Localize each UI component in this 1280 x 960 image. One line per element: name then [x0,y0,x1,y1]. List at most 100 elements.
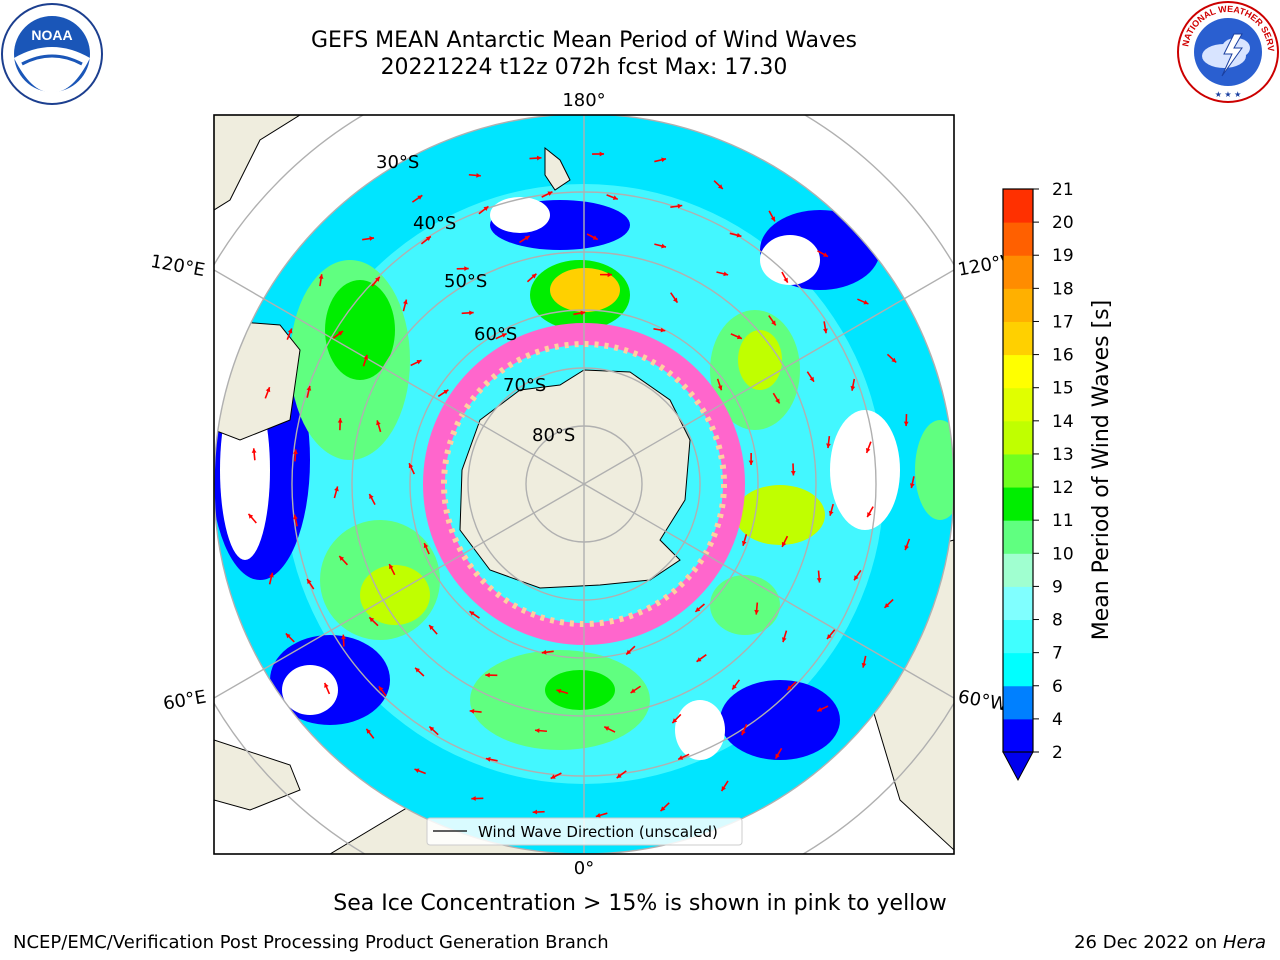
wind-wave-arrow [694,603,705,613]
wind-wave-arrow [371,276,381,287]
date-prefix: 26 Dec 2022 on [1074,932,1223,953]
lat-label-60s: 60°S [474,324,517,345]
colorbar-segment [1003,520,1033,554]
colorbar-segment [1003,387,1033,422]
colorbar-segment [1003,321,1033,356]
colorbar-segment [1003,487,1033,521]
wind-wave-arrow [677,753,690,761]
wind-wave-arrow [485,672,498,678]
wind-wave-arrow [378,685,387,697]
colorbar-tick-label: 21 [1052,180,1074,200]
noaa-logo: NOAA [1,3,103,105]
wind-wave-arrow [659,802,670,812]
wind-wave-arrow [786,681,797,691]
wind-wave-arrow [306,385,312,398]
colorbar-tick-label: 6 [1052,677,1063,697]
wind-wave-arrow [731,679,741,690]
wind-wave-arrow [828,503,834,516]
wind-wave-arrow [603,726,616,733]
wind-wave-arrow [826,436,831,449]
wind-wave-arrow [772,392,781,404]
colorbar: 2 4 6 7 8 9 10 11 12 13 14 15 16 17 18 19 20 21 Mean Peri… [1002,180,1114,782]
colorbar-tick-label: 15 [1052,379,1074,399]
wind-wave-arrow [376,420,382,433]
colorbar-segment [1003,420,1033,455]
chart-title: GEFS MEAN Antarctic Mean Period of Wind … [311,28,857,53]
wind-wave-arrow [556,688,569,695]
wind-wave-arrow [630,685,641,694]
wind-wave-arrow [866,506,874,518]
wind-wave-arrow [625,645,636,656]
wind-wave-arrow [716,378,723,391]
colorbar-segment [1003,553,1033,587]
wind-wave-arrow [826,629,836,640]
land-new-zealand [544,146,571,191]
wind-wave-arrow [817,250,829,258]
wind-wave-arrow [768,210,776,222]
wind-wave-arrow [883,598,894,609]
wind-wave-arrow [671,713,682,724]
colorbar-tick-label: 12 [1052,478,1074,498]
wind-wave-arrow [414,768,426,775]
wind-wave-arrow [341,634,346,647]
wind-wave-arrow [247,513,257,524]
wind-wave-arrow [857,298,869,305]
wind-wave-arrow [616,770,627,779]
wind-wave-arrow [469,610,480,619]
colorbar-segment [1003,189,1033,223]
map-area: Wind Wave Direction (unscaled) [214,115,954,854]
colorbar-frame [1002,188,1034,753]
wind-wave-arrow [595,812,608,818]
colorbar-segment [1003,354,1033,389]
wind-wave-arrow [264,386,271,399]
wind-wave-arrow [414,667,425,677]
wind-wave-arrow [865,441,872,454]
colorbar-tick-label: 11 [1052,511,1074,531]
wind-wave-arrow [670,203,683,209]
wind-wave-arrow [606,194,619,200]
colorbar-tick-label: 17 [1052,312,1074,332]
colorbar-tick-label: 2 [1052,743,1063,763]
colorbar-segment [1003,222,1033,256]
colorbar-segment [1003,288,1033,322]
wind-wave-arrow [781,271,789,283]
wind-wave-arrow [550,772,562,780]
wind-wave-arrow [904,538,911,551]
wind-wave-arrow [268,572,274,585]
wind-wave-arrow [293,514,298,527]
colorbar-segment [1003,652,1033,687]
legend-label: Wind Wave Direction (unscaled) [478,823,718,841]
wind-wave-arrow [286,328,293,340]
wind-wave-arrow [781,535,789,548]
lat-label-50s: 50°S [444,271,487,292]
chart-subtitle: 20221224 t12z 072h fcst Max: 17.30 [380,55,788,80]
lat-label-80s: 80°S [532,425,575,446]
wind-wave-arrow [469,708,482,714]
wind-wave-arrow [713,180,724,190]
credit-text: NCEP/EMC/Verification Post Processing Pr… [13,932,609,953]
wind-wave-arrow [730,333,743,340]
wind-wave-arrow [774,747,783,760]
wind-wave-arrow [362,354,369,367]
colorbar-segment [1003,718,1033,753]
colorbar-tick-label: 9 [1052,577,1063,597]
wind-wave-arrow [410,359,422,367]
colorbar-segment [1003,586,1033,621]
wind-wave-arrow [461,310,474,316]
colorbar-tick-label: 8 [1052,611,1063,631]
wind-wave-arrow [586,233,599,241]
wind-wave-arrow [741,723,748,736]
lat-label-40s: 40°S [413,213,456,234]
colorbar-tick-label: 14 [1052,412,1074,432]
map-frame [213,114,955,855]
wind-wave-arrow [338,555,349,566]
wind-wave-arrow [654,157,667,163]
wind-wave-arrow [720,780,729,792]
wind-wave-arrow [816,570,822,583]
wind-wave-arrow [408,462,416,475]
map-legend: Wind Wave Direction (unscaled) [426,817,743,846]
colorbar-tick-label: 10 [1052,544,1074,564]
wind-wave-arrow [478,205,489,215]
wind-wave-arrow [529,155,542,161]
wind-wave-arrow [495,332,507,340]
